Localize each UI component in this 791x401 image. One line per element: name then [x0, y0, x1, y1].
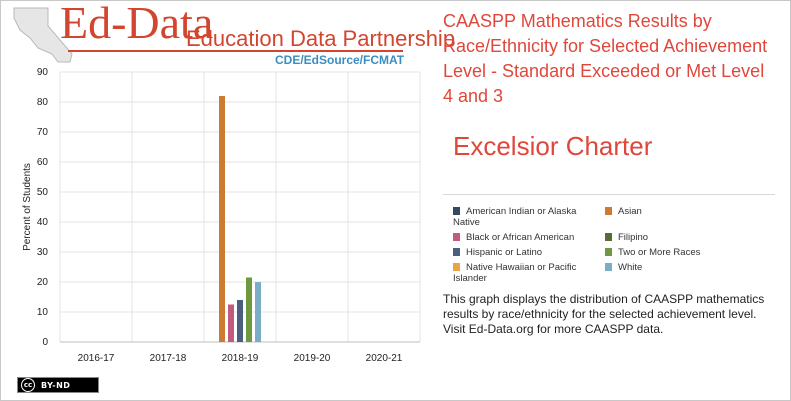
cc-license-badge[interactable]: cc BY-ND	[17, 377, 99, 393]
x-tick-label: 2019-20	[294, 353, 331, 364]
axis-labels: 0 10 20 30 40 50 60 70 80 90 2016-17 2017-18 2018-19…	[22, 67, 403, 364]
license-text: BY-ND	[41, 380, 71, 390]
y-tick-label: 20	[37, 277, 49, 288]
bar-hispanic-or-latino	[237, 300, 243, 342]
legend-item[interactable]: Black or African American	[453, 232, 605, 243]
logo-subtitle: Education Data Partnership	[186, 26, 456, 51]
california-map-icon	[13, 7, 73, 63]
legend-divider	[443, 194, 775, 195]
y-tick-label: 0	[42, 337, 48, 348]
bar-chart: 0 10 20 30 40 50 60 70 80 90 2016-17 2017-18 2018-19…	[22, 67, 421, 364]
legend-item[interactable]: White	[605, 262, 765, 284]
bar-asian	[219, 96, 225, 342]
ed-data-logo[interactable]: Ed-Data Education Data Partnership CDE/E…	[8, 0, 455, 67]
legend-swatch	[453, 207, 460, 215]
x-tick-label: 2018-19	[222, 353, 259, 364]
legend-item[interactable]: Filipino	[605, 232, 765, 243]
logo-partners: CDE/EdSource/FCMAT	[275, 53, 405, 67]
y-tick-label: 50	[37, 187, 49, 198]
legend-swatch	[605, 263, 612, 271]
y-tick-label: 10	[37, 307, 49, 318]
legend-swatch	[605, 233, 612, 241]
legend-item[interactable]: Native Hawaiian or Pacific Islander	[453, 262, 605, 284]
legend-label: Hispanic or Latino	[466, 247, 543, 258]
legend-item[interactable]: American Indian or Alaska Native	[453, 206, 605, 228]
legend-item[interactable]: Two or More Races	[605, 247, 765, 258]
x-tick-label: 2017-18	[150, 353, 187, 364]
bar-black-or-african-american	[228, 304, 234, 342]
legend-label: Native Hawaiian or Pacific Islander	[453, 262, 577, 284]
legend-label: Asian	[618, 206, 642, 217]
y-tick-label: 60	[37, 157, 49, 168]
school-name: Excelsior Charter	[453, 131, 653, 161]
legend-swatch	[605, 207, 612, 215]
x-tick-label: 2016-17	[78, 353, 115, 364]
y-tick-label: 90	[37, 67, 49, 78]
legend-item[interactable]: Hispanic or Latino	[453, 247, 605, 258]
chart-legend: American Indian or Alaska Native Asian Bla…	[453, 206, 773, 284]
legend-swatch	[605, 248, 612, 256]
legend-swatch	[453, 233, 460, 241]
y-tick-label: 70	[37, 127, 49, 138]
chart-description: This graph displays the distribution of …	[443, 292, 765, 336]
chart-title: CAASPP Mathematics Results by Race/Ethni…	[443, 11, 768, 106]
legend-swatch	[453, 263, 460, 271]
y-axis-title: Percent of Students	[22, 163, 33, 251]
legend-label: Black or African American	[466, 232, 575, 243]
y-tick-label: 80	[37, 97, 49, 108]
legend-label: Filipino	[618, 232, 649, 243]
legend-swatch	[453, 248, 460, 256]
bar-white	[255, 282, 261, 342]
legend-label: White	[618, 262, 643, 273]
legend-label: American Indian or Alaska Native	[453, 206, 577, 228]
x-tick-label: 2020-21	[366, 353, 403, 364]
logo-wordmark: Ed-Data	[60, 0, 214, 48]
y-tick-label: 30	[37, 247, 49, 258]
legend-label: Two or More Races	[618, 247, 701, 258]
logo-underline	[68, 50, 403, 52]
bar-two-or-more-races	[246, 277, 252, 342]
legend-item[interactable]: Asian	[605, 206, 765, 228]
y-tick-label: 40	[37, 217, 49, 228]
creative-commons-icon: cc	[21, 378, 35, 392]
bars	[219, 96, 261, 342]
